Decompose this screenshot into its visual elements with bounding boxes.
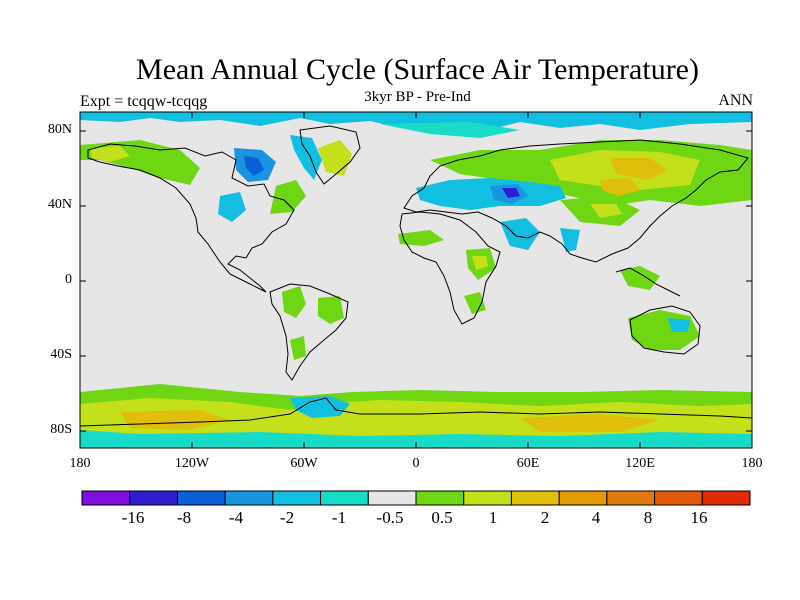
colorbar-swatch-4 [224,490,274,506]
lat-label-80s: 80S [50,422,72,437]
colorbar-swatch-14 [701,490,751,506]
eurasia-coast [403,139,749,263]
antarctic-rim-warm-region [80,384,752,410]
colorbar-swatch-9 [463,490,512,506]
canada-cool-region [218,192,246,222]
colorbar-swatch-2 [129,490,178,506]
season-label: ANN [718,92,753,109]
indonesia-warm-region [620,266,660,290]
caspian-core-region [502,188,520,198]
north-america-coast [87,143,295,293]
antarctica-coast [80,397,752,427]
south-america-warm-region [318,296,344,324]
australia-cool-region [668,318,690,332]
colorbar-label-6: -0.5 [376,508,404,527]
east-africa-strong-warm-region [472,256,488,270]
colorbar-label-4: -2 [279,508,295,527]
map-subtitle: 3kyr BP - Pre-Ind [364,89,471,105]
anomaly-field [80,112,752,448]
lon-label-120e: 120E [625,456,655,471]
antarctic-light-cool-region [80,430,752,448]
south-america-coast [269,283,349,381]
tibet-warm-region [590,204,622,218]
greenland-cool-region [290,135,322,180]
axis-ticks [80,112,752,448]
colorbar-swatch-11 [558,490,608,506]
colorbar [81,490,751,506]
lon-label-180e: 180 [741,456,763,471]
europe-cool-region [416,178,566,210]
lon-label-60e: 60E [516,456,540,471]
colorbar-label-2: -8 [176,508,192,527]
lat-label-0: 0 [65,272,72,287]
greenland-coast [299,125,361,185]
lon-label-0: 0 [412,456,420,471]
colorbar-swatch-7 [367,490,417,506]
colorbar-swatch-8 [415,490,465,506]
alaska-warm-region [90,146,130,162]
colorbar-label-10: 4 [591,508,601,527]
india-cool-region [560,228,580,252]
coastlines [80,125,752,427]
colorbar-label-5: -1 [331,508,347,527]
lon-label-120w: 120W [174,456,210,471]
colorbar-label-12: 16 [690,508,708,527]
amazon-warm-region [282,286,306,318]
map-title: Mean Annual Cycle (Surface Air Temperatu… [136,53,699,86]
colorbar-label-9: 2 [540,508,550,527]
east-antarctic-strong-warm-region [520,414,660,432]
colorbar-swatch-12 [606,490,656,506]
colorbar-swatch-1 [81,490,131,506]
antarctic-strong-warm-region [120,410,230,430]
lat-label-80n: 80N [47,122,72,137]
arctic-light-cool-region [380,122,520,138]
lat-label-40s: 40S [50,347,72,362]
lon-label-180w: 180 [69,456,91,471]
lat-label-40n: 40N [47,197,72,212]
experiment-label: Expt = tcqqw-tcqqg [80,93,208,110]
colorbar-swatch-3 [176,490,226,506]
siberia-strong-warm-region [610,158,668,180]
africa-coast [399,211,501,325]
indonesia-coast [615,267,681,297]
australia-coast [629,305,701,355]
colorbar-label-11: 8 [643,508,653,527]
colorbar-label-3: -4 [228,508,244,527]
weddell-cool-region [290,396,350,418]
colorbar-label-8: 1 [488,508,498,527]
colorbar-swatch-10 [510,490,560,506]
patagonia-warm-region [290,336,306,360]
arctic-cool-region [80,112,752,132]
colorbar-label-1: -16 [121,508,145,527]
labrador-warm-region [270,180,306,214]
middle-east-cool-region [500,218,540,250]
sahel-warm-region [398,230,444,246]
colorbar-swatch-6 [320,490,369,506]
colorbar-swatch-13 [654,490,703,506]
hudson-core-region [244,156,264,176]
southern-africa-warm-region [464,292,486,314]
colorbar-swatch-5 [272,490,322,506]
lon-label-60w: 60W [290,456,318,471]
asia-core-warm-region [600,178,640,196]
colorbar-label-7: 0.5 [431,508,453,527]
